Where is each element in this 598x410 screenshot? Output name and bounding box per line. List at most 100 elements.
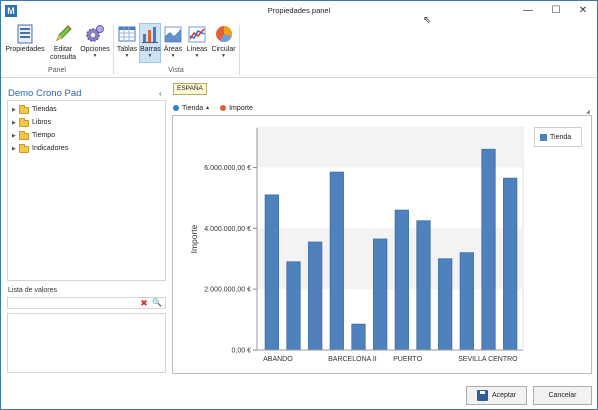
tables-label: Tablas (116, 46, 138, 53)
pie-button[interactable]: Circular ▼ (210, 24, 237, 59)
tree-item-label: Tiendas (32, 106, 57, 113)
clear-icon[interactable]: ✖ (140, 298, 148, 308)
filter-tag[interactable]: ESPAÑA (173, 83, 207, 95)
y-axis-label: Importe (189, 224, 199, 253)
areas-label: Áreas (163, 46, 183, 53)
expand-icon[interactable]: ▶ (12, 107, 16, 113)
value-list[interactable] (7, 313, 166, 373)
pie-label: Circular (211, 46, 236, 53)
window-title: Propiedades panel (267, 6, 331, 15)
expand-icon[interactable]: ▶ (12, 133, 16, 139)
group-separator (239, 25, 240, 75)
tables-dropdown-icon: ▼ (124, 53, 130, 59)
edit-label-line1: Editar (53, 46, 73, 53)
close-button[interactable]: ✕ (578, 5, 588, 16)
title-bar: M Propiedades panel — ☐ ✕ (1, 1, 597, 21)
gears-icon (86, 25, 104, 42)
bar-chart-icon (142, 27, 158, 43)
folder-icon (19, 117, 29, 127)
plot-band (257, 228, 523, 290)
accept-button[interactable]: Aceptar (466, 386, 527, 405)
pie-chart-icon (215, 26, 232, 43)
ribbon: Propiedades Editar consulta Opciones ▼ (1, 21, 597, 78)
maximize-button[interactable]: ☐ (551, 5, 561, 16)
search-icon[interactable]: 🔍 (152, 298, 162, 307)
tree-item-label: Libros (32, 119, 52, 126)
cancel-button[interactable]: Cancelar (533, 386, 592, 405)
bar (264, 194, 279, 351)
minimize-button[interactable]: — (523, 5, 533, 16)
bar (459, 252, 474, 351)
value-list-label: Lista de valores (8, 287, 58, 294)
edit-query-button[interactable]: Editar consulta (48, 24, 78, 62)
series-selector: Tienda ▲ Importe (173, 102, 263, 114)
save-icon (476, 390, 488, 401)
bar (438, 258, 453, 351)
sort-ascending-icon[interactable]: ▲ (205, 105, 211, 111)
tree-item-tiempo[interactable]: ▶ Tiempo (12, 130, 55, 142)
bars-button[interactable]: Barras ▼ (139, 23, 161, 63)
y-tick-label: 2.000.000,00 € (204, 287, 251, 294)
x-tick-label: BARCELONA II (328, 356, 377, 363)
tree-item-libros[interactable]: ▶ Libros (12, 117, 51, 129)
edit-label-line2: consulta (49, 54, 77, 61)
accept-label: Aceptar (491, 392, 517, 399)
series-item-tienda[interactable]: Tienda ▲ (173, 105, 210, 112)
pane-title: Demo Crono Pad (8, 88, 82, 99)
tree-item-tiendas[interactable]: ▶ Tiendas (12, 104, 57, 116)
tree-item-label: Indicadores (32, 145, 69, 152)
dimension-tree: ▶ Tiendas ▶ Libros ▶ Tiempo ▶ Indicadore… (7, 100, 166, 281)
plot-band (257, 128, 523, 168)
expand-icon[interactable]: ▶ (12, 146, 16, 152)
edit-pencil-icon (56, 25, 72, 41)
areas-dropdown-icon: ▼ (170, 53, 176, 59)
bar (351, 323, 366, 351)
series-item-importe[interactable]: Importe (220, 105, 253, 112)
properties-button[interactable]: Propiedades (4, 24, 46, 54)
collapse-pane-icon[interactable]: ‹ (159, 89, 162, 98)
folder-icon (19, 104, 29, 114)
options-button[interactable]: Opciones ▼ (79, 24, 111, 59)
y-tick-label: 6.000.000,00 € (204, 165, 251, 172)
series-dot-icon (173, 105, 179, 111)
line-chart-icon (188, 26, 206, 43)
group-separator (113, 25, 114, 75)
resize-grip-icon[interactable]: ◢ (586, 109, 590, 115)
bar (481, 148, 496, 351)
series-dot-icon (220, 105, 227, 111)
area-chart-icon (164, 26, 182, 43)
properties-icon (17, 24, 33, 44)
group-label-panel: Panel (48, 67, 66, 74)
areas-button[interactable]: Áreas ▼ (162, 24, 184, 59)
lines-button[interactable]: Líneas ▼ (185, 24, 209, 59)
folder-icon (19, 143, 29, 153)
y-tick-label: 4.000.000,00 € (204, 226, 251, 233)
table-icon (118, 26, 136, 42)
options-dropdown-icon: ▼ (92, 53, 98, 59)
legend-label: Tienda (550, 133, 572, 141)
bars-label: Barras (140, 46, 161, 53)
folder-icon (19, 130, 29, 140)
bars-dropdown-icon: ▼ (147, 53, 153, 59)
y-tick-label: 0,00 € (232, 348, 252, 355)
x-tick-label: SEVILLA CENTRO (458, 356, 518, 363)
x-tick-label: ABANDO (263, 356, 293, 363)
bar (503, 177, 518, 351)
cancel-label: Cancelar (548, 392, 577, 399)
value-list-search-input[interactable] (7, 297, 166, 309)
lines-dropdown-icon: ▼ (194, 53, 200, 59)
options-label: Opciones (80, 46, 110, 53)
expand-icon[interactable]: ▶ (12, 120, 16, 126)
tables-button[interactable]: Tablas ▼ (116, 24, 138, 59)
series-label: Importe (229, 104, 253, 112)
series-label: Tienda (182, 104, 204, 112)
bar (373, 238, 388, 351)
bar (416, 220, 431, 351)
group-label-view: Vista (168, 67, 184, 74)
mouse-cursor-icon: ⇖ (423, 15, 432, 26)
legend-swatch-icon (540, 133, 547, 141)
app-logo-icon: M (5, 5, 17, 17)
tree-item-indicadores[interactable]: ▶ Indicadores (12, 143, 68, 155)
lines-label: Líneas (186, 46, 208, 53)
